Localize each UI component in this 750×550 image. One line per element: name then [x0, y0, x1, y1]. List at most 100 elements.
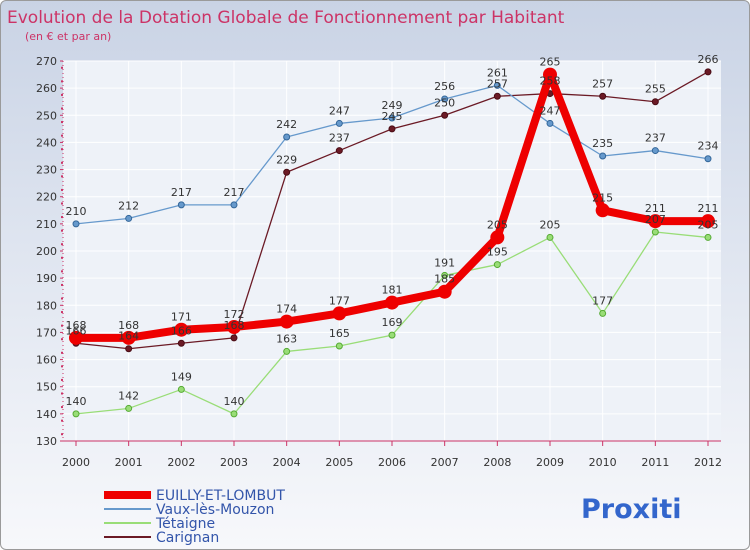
y-tick-label: 190 [36, 272, 57, 285]
data-point [704, 233, 712, 241]
data-label: 168 [224, 319, 245, 332]
y-minor-tick [61, 243, 63, 246]
data-point [648, 214, 663, 229]
data-label: 169 [382, 316, 403, 329]
data-label: 258 [540, 75, 561, 88]
legend-label-vaux-les-mouzon: Vaux-lès-Mouzon [156, 502, 274, 518]
data-point [701, 214, 715, 229]
data-point [177, 201, 185, 209]
data-point [493, 81, 501, 89]
legend-label-euilly-et-lombut: EUILLY-ET-LOMBUT [156, 488, 285, 504]
data-point [177, 339, 185, 347]
y-tick-label: 130 [36, 435, 57, 448]
data-point [651, 98, 659, 106]
y-tick-label: 140 [36, 408, 57, 421]
data-point [125, 404, 133, 412]
data-label: 168 [118, 319, 139, 332]
data-label: 229 [276, 153, 297, 166]
y-minor-tick [61, 283, 63, 286]
y-minor-tick [61, 121, 63, 124]
data-label: 205 [698, 218, 719, 231]
data-label: 211 [645, 202, 666, 215]
x-tick-label: 2012 [694, 456, 722, 469]
y-minor-tick [61, 66, 63, 69]
data-label: 217 [171, 186, 192, 199]
data-label: 245 [382, 110, 403, 123]
x-tick-label: 2010 [589, 456, 617, 469]
data-label: 149 [171, 370, 192, 383]
y-minor-tick [61, 311, 63, 314]
data-point [125, 345, 133, 353]
data-point [441, 271, 449, 279]
data-point [704, 68, 712, 76]
data-label: 242 [276, 118, 297, 131]
x-tick-label: 2009 [536, 456, 564, 469]
y-tick-label: 160 [36, 354, 57, 367]
y-minor-tick [61, 93, 63, 96]
data-label: 234 [698, 140, 719, 153]
data-point [651, 147, 659, 155]
y-minor-tick [61, 256, 63, 259]
data-label: 247 [329, 104, 350, 117]
y-tick-label: 240 [36, 136, 57, 149]
data-point [599, 309, 607, 317]
data-label: 211 [698, 202, 719, 215]
y-minor-tick [61, 188, 63, 191]
data-label: 237 [329, 132, 350, 145]
data-point [230, 201, 238, 209]
y-minor-tick [61, 419, 63, 422]
series-carignan [72, 68, 712, 353]
data-point [72, 220, 80, 228]
data-point [543, 67, 557, 82]
y-tick-label: 270 [36, 55, 57, 68]
y-tick-label: 150 [36, 381, 57, 394]
y-tick-label: 170 [36, 326, 57, 339]
y-tick-label: 260 [36, 82, 57, 95]
x-tick-label: 2007 [431, 456, 459, 469]
chart-subtitle: (en € et par an) [25, 30, 111, 43]
x-tick-label: 2001 [115, 456, 143, 469]
data-label: 257 [487, 77, 508, 90]
data-point [493, 261, 501, 269]
series-vaux-les-mouzon [72, 81, 712, 228]
data-point [227, 320, 241, 334]
data-label: 172 [224, 308, 245, 321]
data-point [388, 331, 396, 339]
y-minor-tick [61, 229, 63, 232]
data-label: 195 [487, 246, 508, 259]
y-minor-tick [61, 338, 63, 341]
data-label: 217 [224, 186, 245, 199]
data-point [335, 342, 343, 350]
data-label: 235 [592, 137, 613, 150]
data-point [230, 334, 238, 342]
y-minor-tick [61, 365, 63, 368]
x-tick-label: 2003 [220, 456, 248, 469]
x-tick-label: 2000 [62, 456, 90, 469]
data-point [332, 306, 347, 321]
data-point [493, 92, 501, 100]
data-label: 256 [434, 80, 455, 93]
y-minor-tick [61, 148, 63, 151]
data-label: 261 [487, 66, 508, 79]
data-label: 140 [66, 395, 87, 408]
data-label: 255 [645, 83, 666, 96]
data-label: 171 [171, 311, 192, 324]
data-point [283, 347, 291, 355]
y-minor-tick [61, 297, 63, 300]
data-point [546, 119, 554, 127]
data-label: 247 [540, 104, 561, 117]
x-tick-label: 2006 [378, 456, 406, 469]
y-minor-tick [61, 107, 63, 110]
data-label: 237 [645, 132, 666, 145]
data-label: 191 [434, 256, 455, 269]
legend-label-tetaigne: Tétaigne [155, 516, 215, 532]
data-label: 165 [329, 327, 350, 340]
data-label: 185 [434, 273, 455, 286]
data-point [174, 322, 189, 337]
data-point [595, 203, 610, 218]
y-minor-tick [61, 216, 63, 219]
proxiti-logo: Proxiti [581, 494, 682, 525]
y-tick-label: 250 [36, 109, 57, 122]
y-minor-tick [61, 134, 63, 137]
